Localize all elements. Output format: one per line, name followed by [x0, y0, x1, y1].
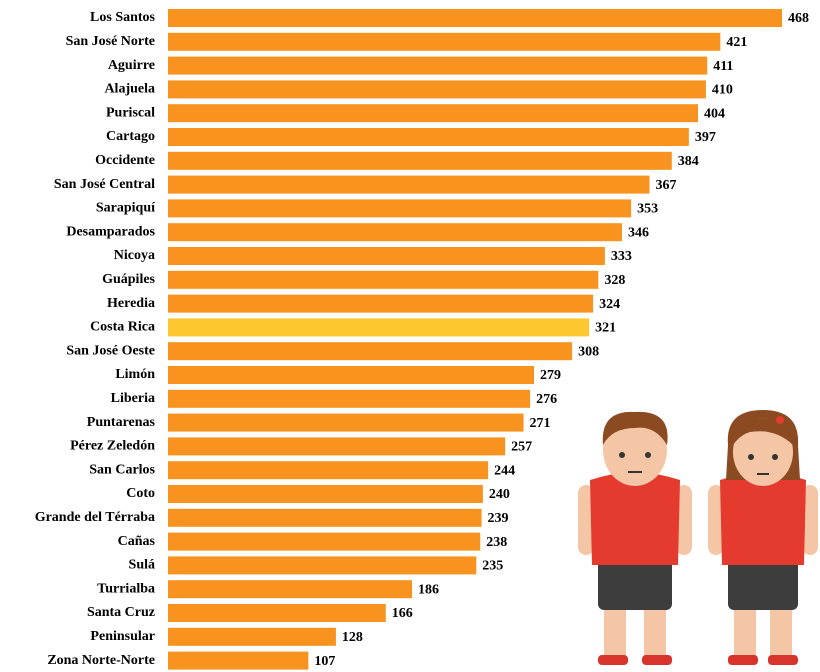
category-label: Guápiles — [102, 272, 155, 287]
value-label: 404 — [704, 106, 725, 121]
bar — [168, 580, 413, 599]
bar — [168, 270, 599, 289]
category-label: Sarapiquí — [96, 201, 156, 216]
bar — [168, 318, 590, 337]
bar — [168, 389, 531, 408]
girl-figure — [708, 410, 818, 665]
bar — [168, 80, 706, 99]
bar — [168, 151, 672, 170]
bar — [168, 175, 650, 194]
bar — [168, 104, 699, 123]
bar — [168, 128, 689, 146]
bar — [168, 56, 708, 75]
bar — [168, 508, 482, 527]
bar — [168, 366, 535, 384]
category-label: Alajuela — [104, 82, 155, 97]
category-label: Zona Norte-Norte — [47, 653, 155, 668]
category-label: Coto — [126, 486, 155, 501]
bar — [168, 627, 336, 646]
category-label: Sulá — [129, 558, 155, 573]
category-label: San José Oeste — [66, 343, 155, 358]
bar — [168, 32, 721, 51]
category-label: Costa Rica — [90, 320, 155, 335]
bar — [168, 532, 481, 551]
category-label: Puntarenas — [87, 415, 156, 430]
value-label: 321 — [595, 321, 616, 336]
bar — [168, 485, 483, 503]
value-label: 346 — [628, 225, 649, 240]
category-label: Liberia — [111, 391, 155, 406]
value-label: 128 — [342, 630, 363, 645]
category-label: Nicoya — [114, 248, 155, 263]
boy-figure — [578, 411, 692, 665]
category-label: Aguirre — [108, 58, 155, 73]
bar — [168, 461, 489, 480]
value-label: 279 — [540, 368, 561, 383]
bar — [168, 223, 622, 242]
illustration — [578, 410, 818, 665]
bar — [168, 556, 477, 575]
value-label: 468 — [788, 11, 809, 26]
category-label: San José Norte — [66, 34, 155, 49]
value-label: 328 — [604, 273, 625, 288]
bar — [168, 9, 782, 27]
category-label: Turrialba — [97, 581, 155, 596]
bar — [168, 604, 386, 622]
bar — [168, 413, 524, 432]
bar — [168, 437, 506, 456]
category-label: Puriscal — [106, 105, 155, 120]
value-label: 353 — [637, 202, 658, 217]
value-label: 384 — [678, 154, 699, 169]
bar — [168, 294, 594, 313]
category-label: Pérez Zeledón — [70, 439, 155, 454]
category-label: Limón — [115, 367, 155, 382]
value-label: 186 — [418, 582, 439, 597]
bar — [168, 651, 309, 670]
value-label: 238 — [486, 535, 507, 550]
value-label: 276 — [536, 392, 557, 407]
category-label: Occidente — [95, 153, 155, 168]
value-label: 107 — [314, 654, 335, 669]
bar — [168, 342, 573, 361]
value-label: 324 — [599, 297, 620, 312]
category-label: Los Santos — [90, 10, 156, 25]
category-label: Santa Cruz — [87, 605, 155, 620]
value-label: 397 — [695, 130, 716, 145]
value-label: 239 — [488, 511, 509, 526]
value-label: 271 — [530, 416, 551, 431]
value-label: 411 — [713, 59, 733, 74]
category-label: Cartago — [106, 129, 155, 144]
category-label: Peninsular — [90, 629, 155, 644]
value-label: 235 — [482, 559, 503, 574]
value-label: 421 — [726, 35, 747, 50]
value-label: 410 — [712, 83, 733, 98]
value-label: 257 — [511, 440, 532, 455]
value-label: 166 — [392, 606, 413, 621]
bar — [168, 247, 605, 265]
value-label: 240 — [489, 487, 510, 502]
bar — [168, 199, 632, 218]
value-label: 308 — [578, 344, 599, 359]
category-label: Grande del Térraba — [35, 510, 155, 525]
category-label: Heredia — [107, 296, 155, 311]
value-label: 244 — [494, 463, 515, 478]
value-label: 367 — [655, 178, 676, 193]
value-label: 333 — [611, 249, 632, 264]
category-label: San José Central — [54, 177, 155, 192]
category-label: Cañas — [118, 534, 156, 549]
category-label: San Carlos — [89, 462, 155, 477]
category-label: Desamparados — [66, 224, 155, 239]
